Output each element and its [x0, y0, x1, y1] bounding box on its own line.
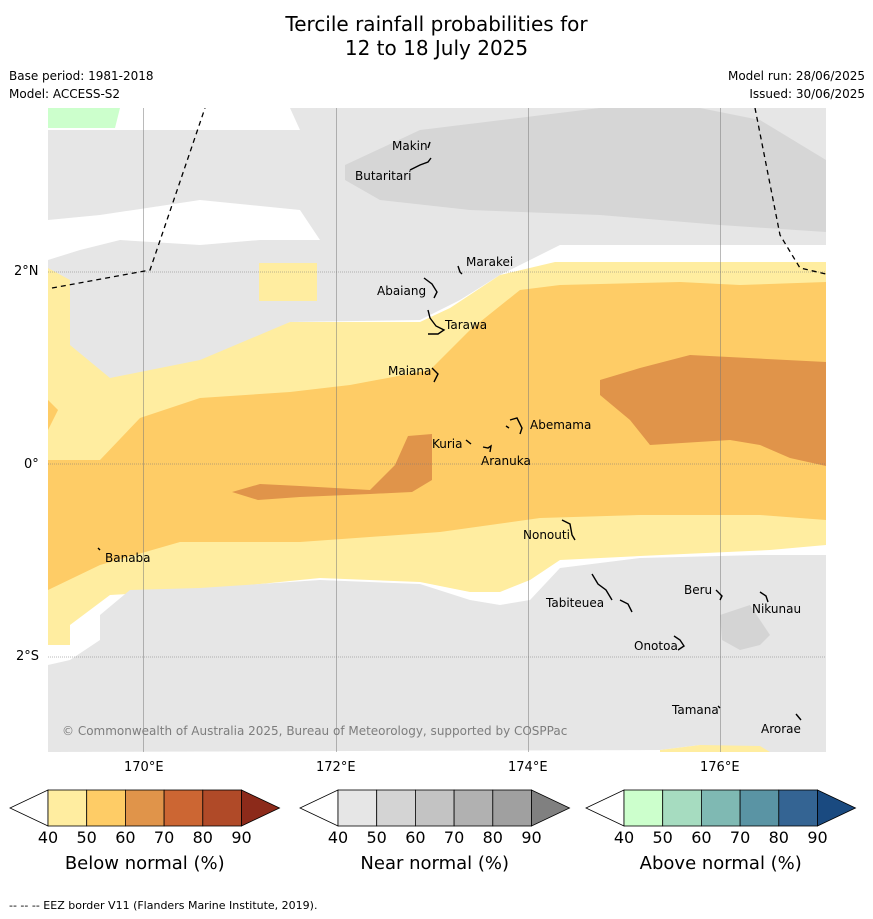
base-period: Base period: 1981-2018 [9, 69, 154, 83]
place-makin: Makin [392, 139, 428, 153]
meta-right: Model run: 28/06/2025 Issued: 30/06/2025 [728, 67, 865, 103]
below-normal-40-south [660, 745, 770, 752]
near-normal-colorbar-min-arrow [299, 789, 339, 827]
above-normal-patch [48, 108, 120, 128]
below-normal-colorbar-tick: 70 [153, 828, 175, 847]
above-normal-colorbar-segment [739, 789, 780, 827]
above-normal-colorbar-segment [778, 789, 818, 827]
lon-tick-170: 170°E [124, 760, 164, 775]
below-normal-colorbar-tick: 40 [37, 828, 59, 847]
lon-tick-176: 176°E [700, 760, 740, 775]
near-normal-colorbar-segment [337, 789, 378, 827]
place-banaba: Banaba [105, 551, 151, 565]
title-line-1: Tercile rainfall probabilities for [285, 12, 588, 36]
place-abemama: Abemama [530, 418, 592, 432]
place-tamana: Tamana [672, 703, 719, 717]
below-normal-colorbar-segment [202, 789, 242, 827]
near-normal-colorbar-segment [414, 789, 455, 827]
place-tarawa: Tarawa [445, 318, 488, 332]
above-normal-colorbar-min-arrow [585, 789, 625, 827]
place-kuria: Kuria [432, 437, 463, 451]
above-normal-colorbar-tick: 80 [768, 828, 789, 847]
below-normal-60-central [232, 434, 432, 500]
above-normal-colorbar-tick: 70 [729, 828, 751, 847]
above-normal-colorbar-segment [662, 789, 702, 827]
model-run: Model run: 28/06/2025 [727, 69, 865, 83]
place-maiana: Maiana [388, 364, 432, 378]
above-normal-colorbar-tick: 90 [807, 828, 828, 847]
near-normal-colorbar-segment [492, 789, 532, 827]
below-normal-60-east [600, 355, 826, 466]
place-beru: Beru [684, 583, 713, 597]
below-normal-colorbar-tick: 90 [231, 828, 252, 847]
near-normal-colorbar-segment [453, 789, 494, 827]
chart-title: Tercile rainfall probabilities for 12 to… [0, 12, 873, 60]
model-name: Model: ACCESS-S2 [9, 87, 121, 101]
lon-tick-172: 172°E [316, 760, 356, 775]
map-grid [48, 108, 826, 752]
near-normal-darker [345, 108, 826, 232]
place-nikunau: Nikunau [752, 602, 802, 616]
above-normal-colorbar-segment [701, 789, 741, 827]
eez-border [51, 108, 826, 289]
near-normal-region-south [48, 555, 826, 752]
colorbar-group [9, 789, 857, 827]
above-normal-colorbar-tick: 40 [613, 828, 635, 847]
near-normal-colorbar-max-arrow [531, 789, 571, 827]
issued-date: Issued: 30/06/2025 [749, 87, 865, 101]
near-normal-darker-south [720, 605, 770, 650]
below-normal-colorbar-min-arrow [9, 789, 49, 827]
below-normal-colorbar-tick: 50 [76, 828, 97, 847]
below-normal-colorbar-label: Below normal (%) [64, 853, 225, 874]
island-outlines [97, 141, 802, 721]
below-normal-colorbar-tick: 60 [115, 828, 136, 847]
place-marakei: Marakei [466, 255, 514, 269]
place-butaritari: Butaritari [355, 169, 412, 183]
eez-footnote: -- -- -- EEZ border V11 (Flanders Marine… [9, 899, 318, 912]
above-normal-colorbar-label: Above normal (%) [639, 853, 802, 874]
place-nonouti: Nonouti [523, 528, 570, 542]
place-onotoa: Onotoa [634, 639, 678, 653]
place-aranuka: Aranuka [481, 454, 531, 468]
above-normal-colorbar-segment [623, 789, 664, 827]
near-normal-colorbar-tick: 60 [405, 828, 426, 847]
near-normal-colorbar-tick: 50 [366, 828, 387, 847]
lat-tick-2s: 2°S [16, 649, 40, 664]
title-line-2: 12 to 18 July 2025 [344, 36, 529, 60]
below-normal-colorbar-segment [125, 789, 165, 827]
place-abaiang: Abaiang [377, 284, 427, 298]
below-normal-colorbar-segment [163, 789, 204, 827]
above-normal-colorbar-tick: 60 [691, 828, 712, 847]
below-normal-40-patch [259, 263, 317, 301]
below-normal-50-band [48, 282, 826, 590]
below-normal-colorbar-segment [47, 789, 88, 827]
meta-left: Base period: 1981-2018 Model: ACCESS-S2 [9, 67, 154, 103]
below-normal-colorbar-max-arrow [241, 789, 281, 827]
place-tabiteuea: Tabiteuea [546, 596, 605, 610]
lon-tick-174: 174°E [508, 760, 548, 775]
below-normal-colorbar-segment [86, 789, 126, 827]
near-normal-colorbar-segment [376, 789, 416, 827]
near-normal-colorbar-tick: 40 [327, 828, 349, 847]
map-fill-layer [48, 108, 826, 752]
near-normal-colorbar-label: Near normal (%) [360, 853, 510, 874]
near-normal-colorbar-tick: 70 [443, 828, 465, 847]
near-normal-colorbar-tick: 80 [482, 828, 503, 847]
lat-tick-2n: 2°N [14, 264, 39, 279]
lat-tick-0: 0° [24, 457, 39, 472]
copyright-note: © Commonwealth of Australia 2025, Bureau… [62, 724, 568, 738]
above-normal-colorbar-max-arrow [817, 789, 857, 827]
above-normal-colorbar-tick: 50 [652, 828, 673, 847]
near-normal-colorbar-tick: 90 [521, 828, 542, 847]
below-normal-colorbar-tick: 80 [192, 828, 213, 847]
place-arorae: Arorae [761, 722, 801, 736]
